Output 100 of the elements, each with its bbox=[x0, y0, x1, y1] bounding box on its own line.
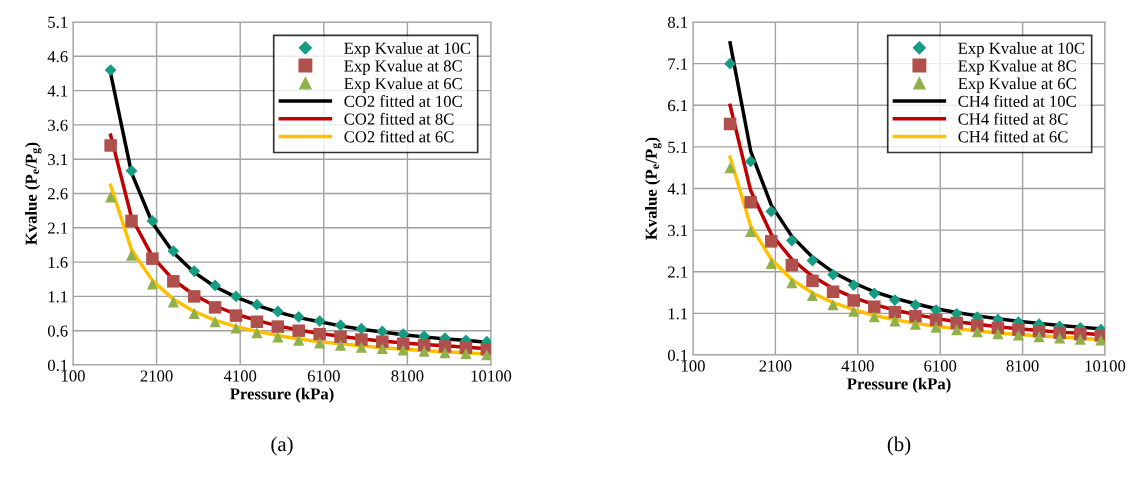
x-tick-label: 2100 bbox=[140, 370, 173, 382]
point bbox=[909, 299, 922, 311]
x-tick-label: 4100 bbox=[223, 370, 257, 382]
x-tick-label: 10100 bbox=[471, 370, 512, 382]
point bbox=[146, 278, 158, 290]
y-tick-label: 1.1 bbox=[48, 291, 68, 303]
point bbox=[724, 57, 736, 70]
point bbox=[251, 298, 263, 311]
point bbox=[1033, 331, 1045, 343]
x-tick-label: 8100 bbox=[1006, 360, 1039, 372]
legend-label: Exp Kvalue at 6C bbox=[958, 77, 1076, 93]
y-tick-label: 5.1 bbox=[668, 141, 688, 153]
point bbox=[104, 139, 117, 152]
x-tick-label: 4100 bbox=[841, 360, 874, 372]
point bbox=[806, 289, 819, 302]
y-tick-label: 4.1 bbox=[47, 85, 68, 97]
point bbox=[271, 320, 285, 333]
legend-label: CO2 fitted at 8C bbox=[344, 112, 454, 125]
y-tick-label: 7.1 bbox=[668, 58, 688, 70]
text: (b) bbox=[887, 436, 911, 456]
point bbox=[827, 299, 839, 311]
x-tick-label: 8100 bbox=[391, 370, 424, 382]
point bbox=[146, 215, 159, 227]
y-tick-label: 6.1 bbox=[668, 100, 688, 112]
point bbox=[376, 335, 389, 348]
point bbox=[847, 294, 860, 307]
point bbox=[826, 285, 840, 298]
point bbox=[888, 305, 902, 319]
point bbox=[167, 245, 180, 258]
point bbox=[418, 345, 430, 357]
point bbox=[208, 301, 222, 314]
y-tick-label: 3.6 bbox=[48, 119, 68, 131]
legend-label: CH4 fitted at 6C bbox=[958, 130, 1068, 143]
point bbox=[1095, 334, 1105, 346]
point bbox=[765, 257, 777, 269]
point bbox=[355, 322, 368, 335]
point bbox=[230, 322, 242, 334]
point bbox=[146, 252, 159, 265]
point bbox=[909, 310, 922, 323]
point bbox=[848, 305, 860, 317]
point bbox=[930, 321, 942, 333]
point bbox=[396, 337, 410, 350]
point bbox=[292, 311, 305, 323]
y-axis-title: Kvalue (P$_{e}$/P$_{g}$) bbox=[25, 142, 42, 245]
point bbox=[868, 300, 881, 313]
point bbox=[314, 337, 326, 349]
point bbox=[188, 265, 201, 277]
point bbox=[209, 279, 222, 292]
y-tick-label: 3.1 bbox=[668, 224, 688, 237]
point bbox=[765, 235, 778, 248]
point bbox=[376, 342, 388, 355]
y-tick-label: 1.1 bbox=[668, 308, 688, 320]
point bbox=[229, 309, 243, 322]
point bbox=[971, 319, 984, 332]
point bbox=[723, 117, 737, 131]
point bbox=[167, 275, 180, 288]
point bbox=[806, 274, 819, 288]
point bbox=[125, 164, 138, 177]
x-axis-title: Pressure (kPa) bbox=[847, 377, 951, 393]
y-tick-label: 0.6 bbox=[47, 325, 68, 337]
point bbox=[745, 225, 757, 237]
text: (a) bbox=[271, 436, 293, 456]
y-tick-label: 5.1 bbox=[48, 16, 68, 29]
point bbox=[125, 249, 138, 261]
x-axis-title: Pressure (kPa) bbox=[230, 387, 334, 403]
y-tick-label: 2.1 bbox=[48, 222, 68, 234]
legend-label: CO2 fitted at 6C bbox=[344, 130, 454, 143]
point bbox=[868, 287, 881, 300]
point bbox=[209, 316, 221, 328]
point bbox=[250, 315, 264, 329]
point bbox=[827, 268, 839, 281]
legend-label: CH4 fitted at 8C bbox=[958, 112, 1068, 125]
y-tick-label: 4.6 bbox=[47, 51, 68, 63]
x-tick-label: 2100 bbox=[759, 360, 792, 372]
point bbox=[313, 315, 326, 327]
point bbox=[313, 327, 326, 341]
point bbox=[188, 307, 200, 320]
point bbox=[355, 333, 368, 346]
y-tick-label: 2.1 bbox=[668, 266, 688, 278]
legend-label: CO2 fitted at 10C bbox=[344, 95, 462, 107]
point bbox=[785, 258, 799, 272]
point bbox=[1012, 329, 1025, 341]
y-tick-label: 0.1 bbox=[47, 359, 68, 372]
point bbox=[334, 339, 347, 351]
legend-label: Exp Kvalue at 10C bbox=[958, 42, 1085, 58]
point bbox=[785, 234, 798, 247]
point bbox=[230, 290, 242, 303]
y-tick-label: 1.6 bbox=[48, 256, 68, 269]
point bbox=[293, 334, 305, 346]
point bbox=[744, 195, 757, 209]
point bbox=[951, 324, 963, 336]
y-tick-label: 0.1 bbox=[667, 349, 688, 362]
point bbox=[439, 347, 451, 359]
x-tick-label: 100 bbox=[61, 370, 85, 382]
point bbox=[104, 64, 117, 76]
y-tick-label: 4.1 bbox=[667, 183, 688, 195]
point bbox=[187, 290, 201, 303]
point bbox=[786, 277, 798, 289]
point bbox=[888, 294, 901, 306]
x-tick-label: 6100 bbox=[307, 370, 340, 382]
